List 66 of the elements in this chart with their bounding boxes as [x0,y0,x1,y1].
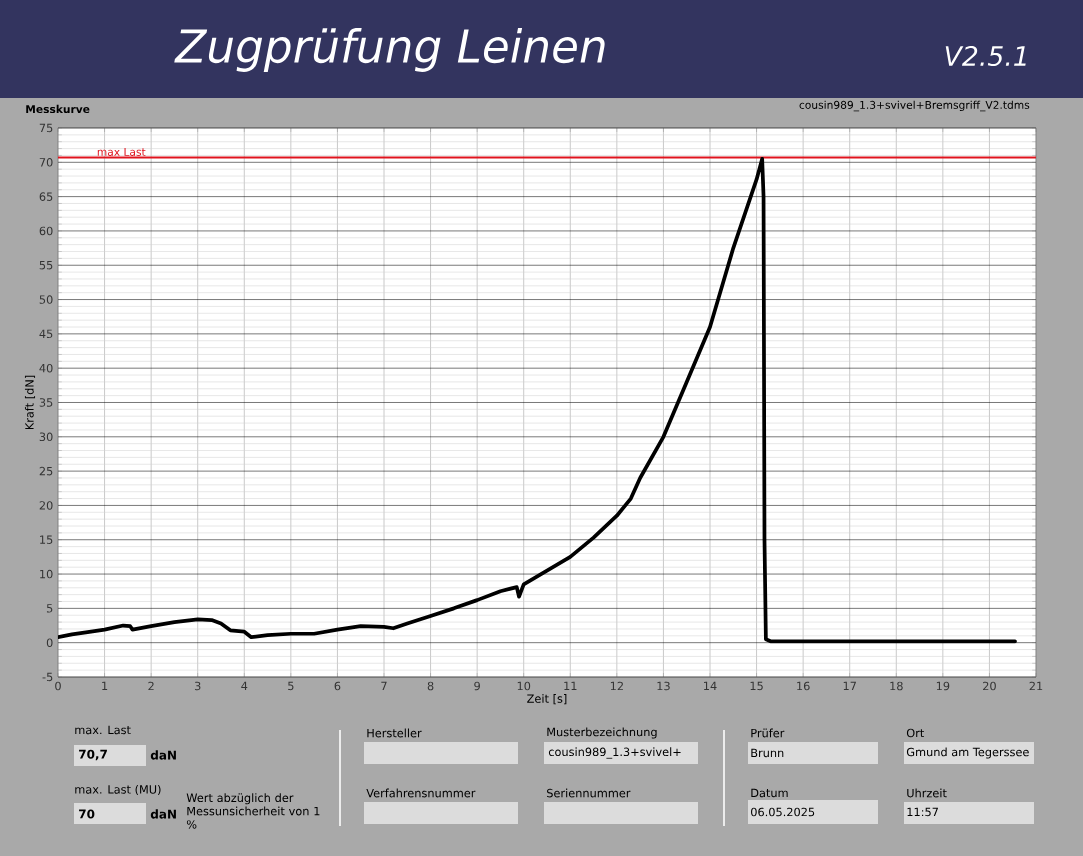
x-tick-label: 15 [750,681,763,691]
text: Hersteller [367,728,422,738]
chart-title: Zugprüfung Leinen [174,28,605,72]
text: daN [150,809,176,819]
x-tick-label: 10 [517,681,531,691]
y-tick-label: 5 [46,604,53,613]
x-tick-label: 21 [1029,681,1043,691]
x-tick-label: 16 [797,681,810,691]
y-tick-label: 10 [40,569,53,579]
text: Brunn [751,748,784,758]
x-tick-label: 6 [334,681,341,691]
x-tick-label: 11 [564,681,577,690]
x-tick-label: 14 [704,681,717,690]
x-tick-label: 2 [148,681,154,691]
text: cousin989_1.3+svivel+ [548,747,681,759]
x-tick-label: 9 [474,681,480,691]
text: Seriennummer [547,788,631,798]
text: 06.05.2025 [751,807,815,817]
y-tick-label: 45 [39,329,53,339]
x-tick-label: 5 [288,681,294,691]
text: cousin989_1.3+svivel+Bremsgriff_V2.tdms [799,100,1030,112]
x-tick-label: 7 [381,681,387,690]
x-tick-label: 3 [194,681,201,691]
text: Messkurve [26,104,90,114]
y-tick-label: 75 [39,123,53,133]
x-tick-label: 8 [427,681,434,691]
text: Gmund am Tegerssee [906,747,1029,759]
x-tick-label: 17 [843,681,856,690]
y-tick-label: 15 [40,535,53,544]
y-tick-label: 30 [39,432,53,442]
text: max. Last (MU) [75,784,161,796]
text: 70 [79,809,95,819]
text: Datum [751,788,788,798]
text: Musterbezeichnung [547,727,657,739]
y-tick-label: 65 [39,192,53,201]
text: Verfahrensnummer [366,788,476,798]
y-tick-label: 35 [39,398,53,407]
text: daN [150,750,176,760]
text: Ort [906,728,925,738]
y-tick-label: -5 [42,672,53,682]
x-tick-label: 19 [936,681,950,691]
y-tick-label: 0 [46,638,53,647]
chart-subtitle: V2.5.1 [945,45,1026,67]
text: Uhrzeit [907,788,947,798]
x-axis-title: Zeit [s] [527,694,567,705]
x-tick-label: 13 [657,681,670,691]
text: max. Last [75,725,131,735]
y-tick-label: 60 [39,226,53,236]
x-tick-label: 18 [890,681,903,691]
y-tick-label: 50 [39,295,53,304]
x-tick-label: 4 [241,681,248,690]
x-tick-label: 1 [102,681,108,690]
text: 11:57 [907,807,938,817]
y-tick-label: 40 [39,363,53,373]
y-tick-label: 20 [39,501,53,510]
text: 70,7 [79,749,107,761]
y-tick-label: 55 [39,261,53,270]
x-tick-label: 0 [55,681,61,691]
y-tick-label: 25 [39,466,53,476]
y-axis-title: Kraft [dN] [24,375,36,430]
text: Prüfer [751,728,785,738]
ref-line-label: max Last [97,147,146,156]
x-tick-label: 12 [610,681,623,691]
y-tick-label: 70 [39,158,53,167]
text: Wert abzüglich der Messunsicherheit von 1 % [186,793,320,829]
x-tick-label: 20 [983,681,996,691]
